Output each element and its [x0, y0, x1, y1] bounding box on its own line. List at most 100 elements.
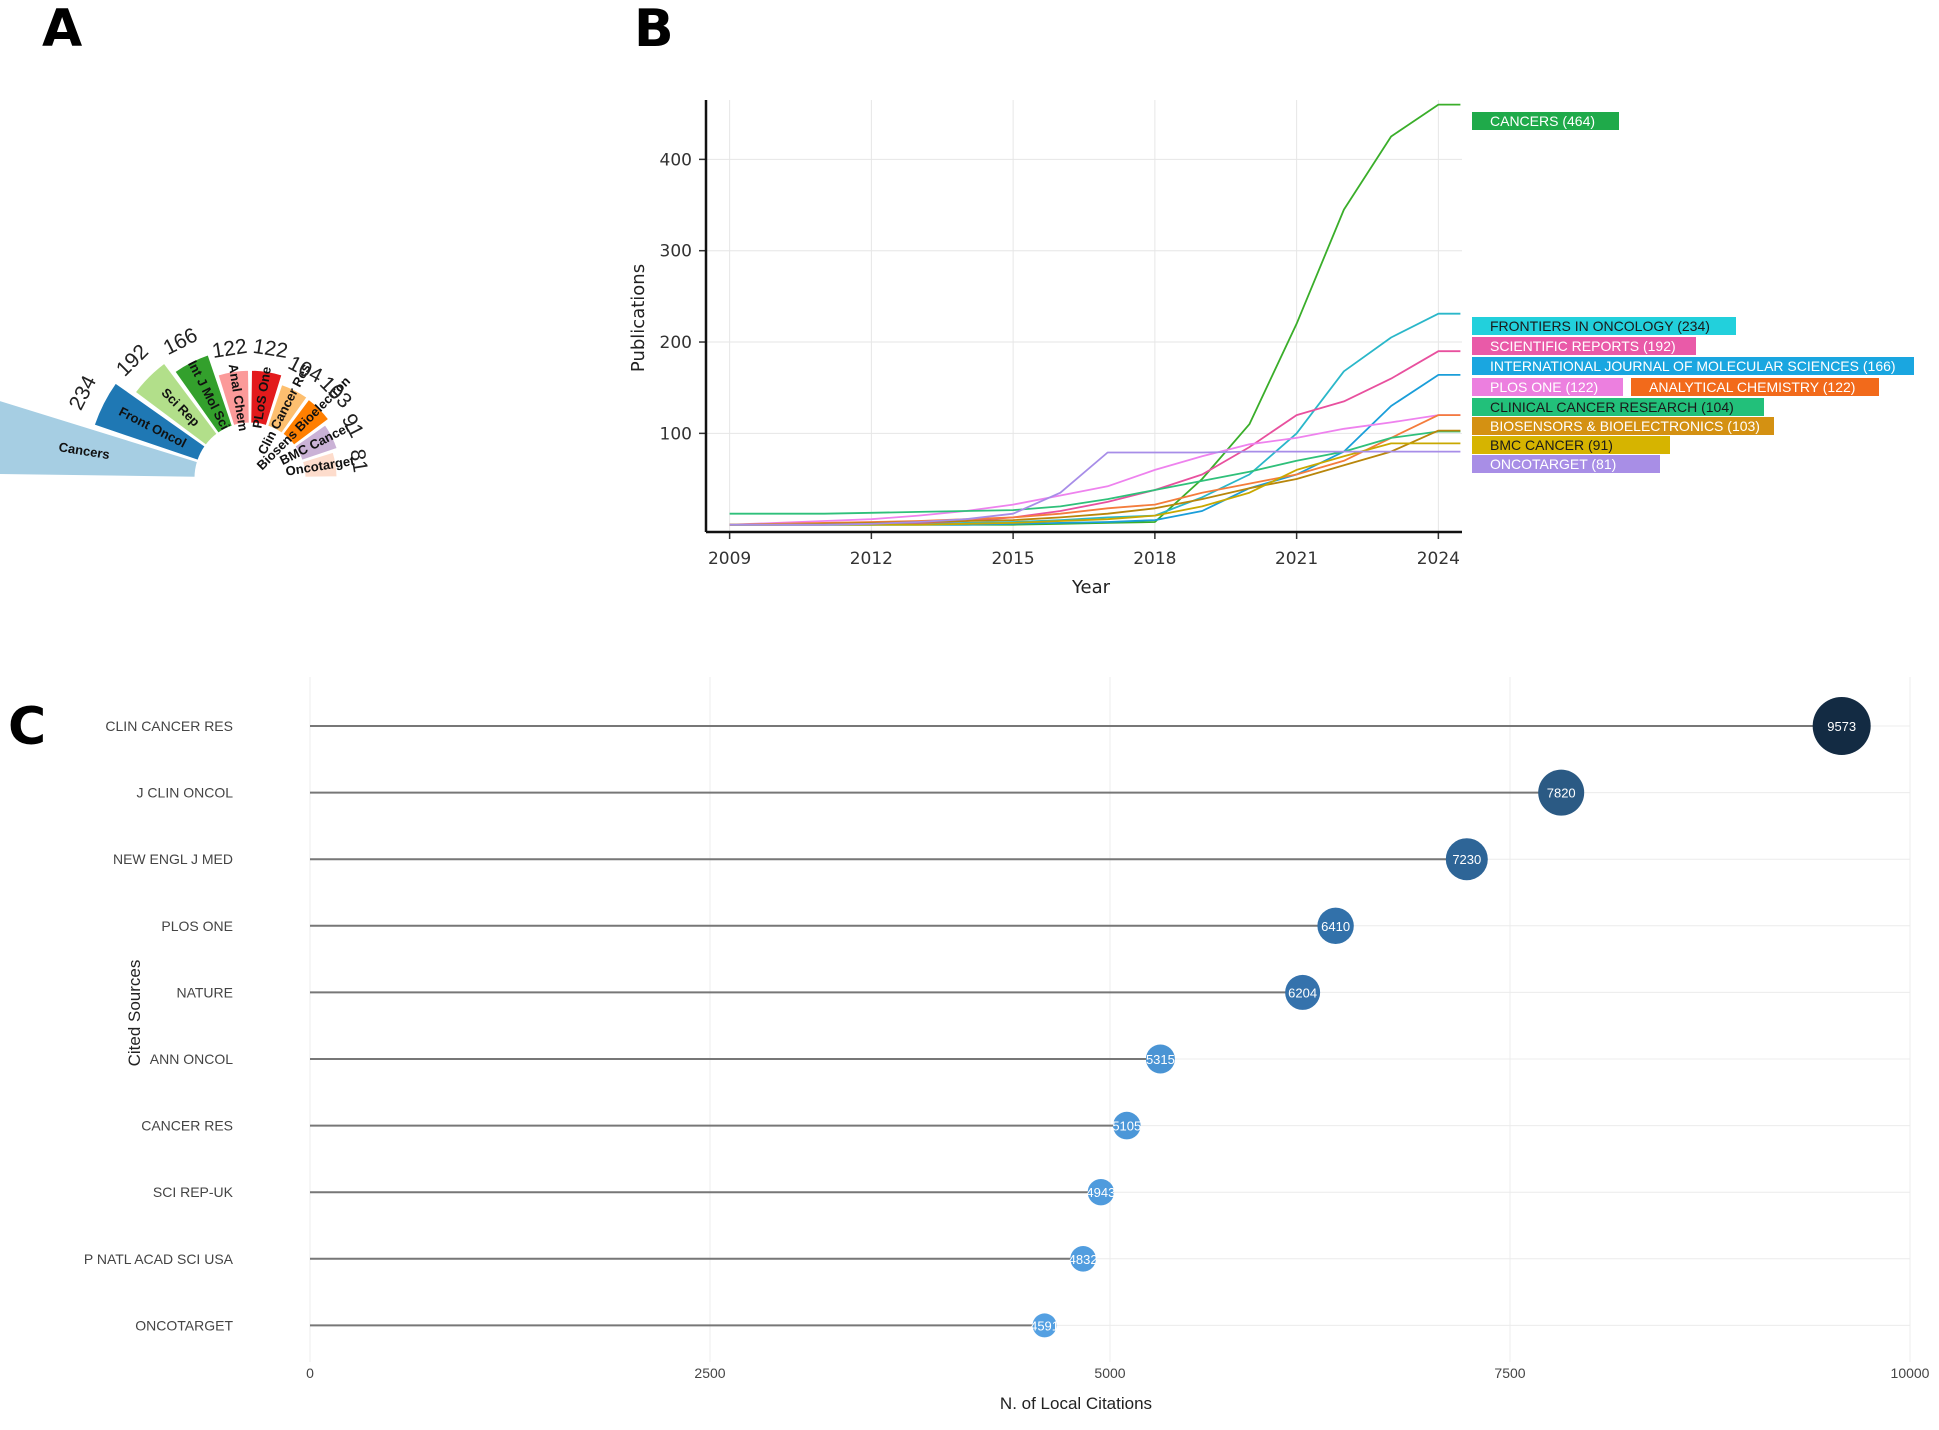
- c-dot-nature: [1285, 974, 1321, 1010]
- c-x-tick-7500: 7500: [1494, 1365, 1525, 1381]
- c-value-oncotarget: 4591: [1030, 1318, 1059, 1333]
- b-legend-label-international-journal-of-molecular-sciences: INTERNATIONAL JOURNAL OF MOLECULAR SCIEN…: [1490, 358, 1896, 374]
- sector-anal-chem: [217, 369, 250, 427]
- c-value-p-natl-acad-sci-usa: 4832: [1069, 1252, 1098, 1267]
- c-value-new-engl-j-med: 7230: [1452, 852, 1481, 867]
- b-legend-label-analytical-chemistry: ANALYTICAL CHEMISTRY (122): [1649, 379, 1855, 395]
- panel-c-lollipop-chart: 0 2500 5000 7500 10000 CLIN CANCER RES 9573 J …: [84, 677, 1930, 1413]
- sector-front-oncol: [93, 382, 206, 461]
- c-dot-j-clin-oncol: [1538, 769, 1585, 816]
- c-category-sci-rep-uk: SCI REP-UK: [153, 1184, 234, 1200]
- panel-b-line-chart: 2009 2012 2015 2018 2021 2024 100 200 300 400 CAN…: [628, 100, 1914, 598]
- sector-bmc-cancer: [294, 424, 338, 461]
- c-y-axis-label: Cited Sources: [125, 960, 144, 1067]
- c-value-nature: 6204: [1288, 985, 1317, 1000]
- b-legend-box-clinical-cancer-research: [1472, 398, 1764, 416]
- c-category-ann-oncol: ANN ONCOL: [150, 1051, 233, 1067]
- b-legend-label-clinical-cancer-research: CLINICAL CANCER RESEARCH (104): [1490, 399, 1734, 415]
- b-legend-label-cancers: CANCERS (464): [1490, 113, 1595, 129]
- b-x-tick-2024: 2024: [1417, 549, 1460, 569]
- b-legend-box-cancers: [1472, 112, 1619, 130]
- c-category-oncotarget: ONCOTARGET: [135, 1317, 233, 1333]
- b-legend-box-scientific-reports: [1472, 337, 1696, 355]
- sector-value-int-j-mol-sci: 166: [160, 323, 202, 359]
- c-x-tick-5000: 5000: [1094, 1365, 1125, 1381]
- b-line-scientific-reports: [729, 350, 1461, 526]
- b-y-axis-label: Publications: [628, 264, 649, 372]
- b-y-tick-200: 200: [660, 333, 692, 353]
- b-legend-label-scientific-reports: SCIENTIFIC REPORTS (192): [1490, 338, 1676, 354]
- c-dot-p-natl-acad-sci-usa: [1070, 1246, 1096, 1272]
- b-legend-box-biosensors-bioelectronics: [1472, 417, 1774, 435]
- b-legend-box-international-journal-of-molecular-sciences: [1472, 357, 1914, 375]
- b-line-bmc-cancer: [729, 442, 1461, 526]
- b-legend-box-frontiers-in-oncology: [1472, 317, 1736, 335]
- c-value-cancer-res: 5105: [1112, 1119, 1141, 1134]
- c-category-new-engl-j-med: NEW ENGL J MED: [113, 851, 233, 867]
- b-x-tick-2012: 2012: [850, 549, 893, 569]
- c-category-plos-one: PLOS ONE: [161, 918, 233, 934]
- sector-cancers: [0, 400, 199, 478]
- b-line-cancers: [729, 103, 1461, 526]
- b-legend-label-frontiers-in-oncology: FRONTIERS IN ONCOLOGY (234): [1490, 318, 1710, 334]
- c-category-clin-cancer-res: CLIN CANCER RES: [105, 718, 233, 734]
- panel-label-c: C: [8, 697, 46, 757]
- c-value-j-clin-oncol: 7820: [1547, 786, 1576, 801]
- sector-value-plos-one: 122: [251, 335, 289, 363]
- c-dot-ann-oncol: [1145, 1044, 1175, 1074]
- b-legend-box-oncotarget: [1472, 455, 1660, 473]
- b-x-tick-2021: 2021: [1275, 549, 1318, 569]
- b-x-tick-2009: 2009: [708, 549, 751, 569]
- b-gridlines: [706, 100, 1462, 532]
- b-legend-label-plos-one: PLOS ONE (122): [1490, 379, 1598, 395]
- sector-value-oncotarget: 81: [345, 447, 371, 474]
- c-x-tick-2500: 2500: [694, 1365, 725, 1381]
- b-line-analytical-chemistry: [729, 414, 1461, 526]
- sector-biosens-bioelectron: [282, 398, 330, 446]
- b-y-tick-300: 300: [660, 242, 692, 262]
- c-dot-sci-rep-uk: [1087, 1179, 1115, 1206]
- b-x-tick-2018: 2018: [1133, 549, 1176, 569]
- c-x-tick-0: 0: [306, 1365, 314, 1381]
- b-y-tick-100: 100: [660, 424, 692, 444]
- c-value-sci-rep-uk: 4943: [1086, 1185, 1115, 1200]
- sector-plos-one: [250, 369, 283, 427]
- c-category-j-clin-oncol: J CLIN ONCOL: [137, 785, 234, 801]
- c-x-axis-label: N. of Local Citations: [1000, 1394, 1152, 1413]
- b-legend-label-bmc-cancer: BMC CANCER (91): [1490, 437, 1613, 453]
- c-value-ann-oncol: 5315: [1146, 1052, 1175, 1067]
- b-line-plos-one: [729, 414, 1461, 526]
- panel-label-b: B: [634, 0, 674, 59]
- c-category-p-natl-acad-sci-usa: P NATL ACAD SCI USA: [84, 1251, 234, 1267]
- b-line-clinical-cancer-research: [729, 430, 1461, 515]
- c-value-clin-cancer-res: 9573: [1827, 719, 1856, 734]
- c-category-nature: NATURE: [176, 984, 233, 1000]
- c-x-tick-10000: 10000: [1891, 1365, 1930, 1381]
- panel-label-a: A: [42, 0, 82, 59]
- b-y-tick-400: 400: [660, 150, 692, 170]
- b-legend-label-oncotarget: ONCOTARGET (81): [1490, 456, 1616, 472]
- c-gridlines: 0 2500 5000 7500 10000: [306, 677, 1930, 1381]
- c-dot-new-engl-j-med: [1445, 838, 1488, 881]
- b-line-frontiers-in-oncology: [729, 312, 1461, 526]
- b-axes: 2009 2012 2015 2018 2021 2024 100 200 300 400: [660, 100, 1462, 569]
- b-series-lines: [729, 103, 1461, 526]
- b-legend: CANCERS (464) FRONTIERS IN ONCOLOGY (234)…: [1472, 112, 1914, 473]
- b-x-tick-2015: 2015: [991, 549, 1034, 569]
- sector-clin-cancer-res: [267, 383, 308, 434]
- c-dot-oncotarget: [1032, 1313, 1057, 1338]
- b-x-axis-label: Year: [1071, 577, 1111, 598]
- b-line-oncotarget: [729, 450, 1461, 526]
- c-lollipops: CLIN CANCER RES 9573 J CLIN ONCOL 7820 NEW E…: [84, 697, 1871, 1338]
- c-category-cancer-res: CANCER RES: [141, 1118, 233, 1134]
- c-dot-clin-cancer-res: [1812, 697, 1871, 755]
- c-value-plos-one: 6410: [1321, 919, 1350, 934]
- c-dot-cancer-res: [1113, 1111, 1141, 1140]
- b-legend-box-analytical-chemistry: [1631, 378, 1879, 396]
- sector-value-anal-chem: 122: [210, 335, 248, 363]
- c-dot-plos-one: [1317, 907, 1354, 944]
- sector-value-sci-rep: 192: [112, 340, 153, 381]
- sector-int-j-mol-sci: [174, 354, 233, 434]
